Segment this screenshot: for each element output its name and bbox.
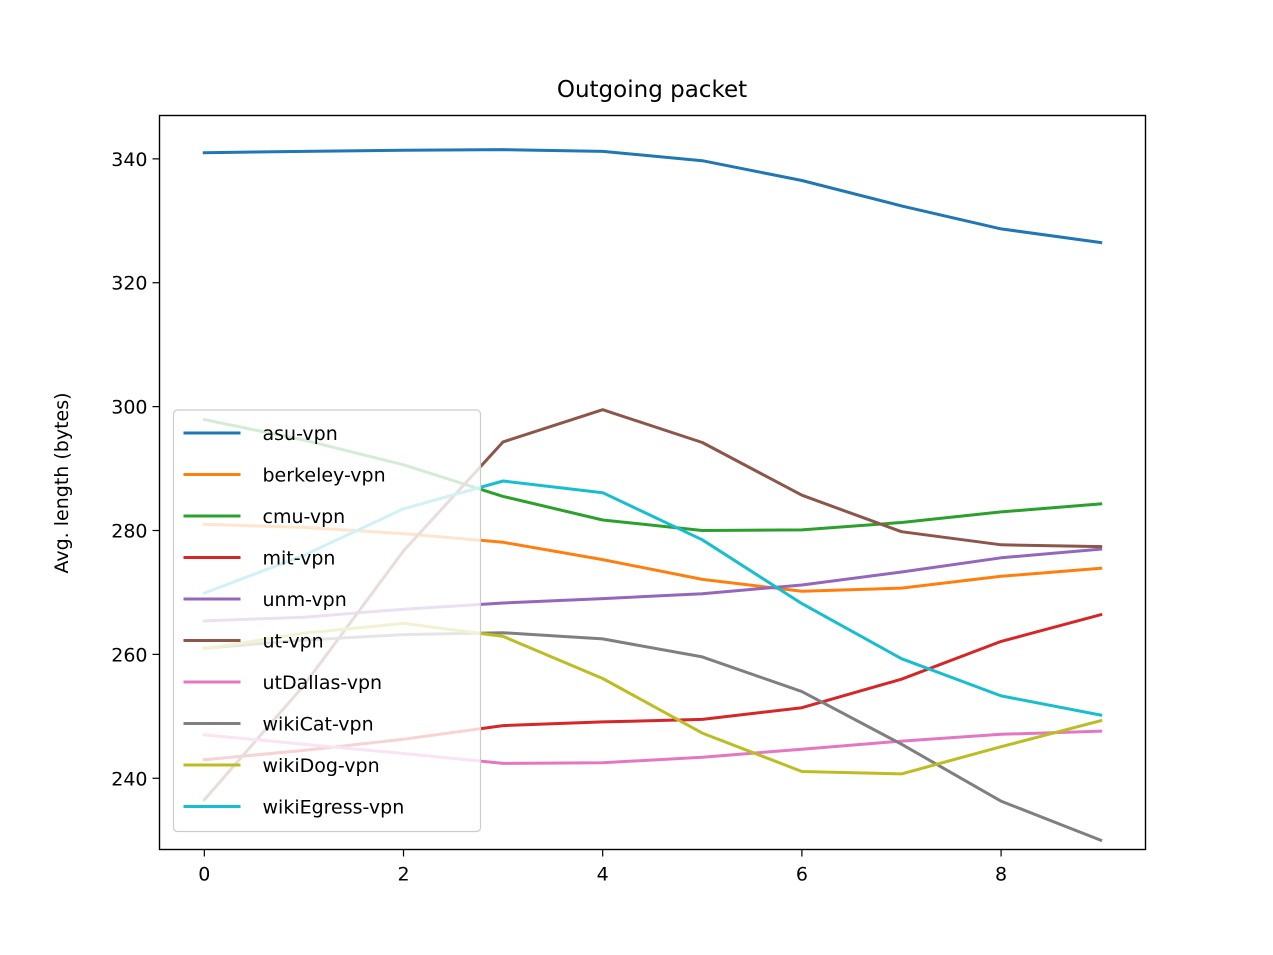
legend-label-berkeley-vpn: berkeley-vpn (263, 465, 386, 487)
legend-box (172, 409, 482, 833)
legend: asu-vpn berkeley-vpn cmu-vpn mit-vpn unm-vpn… (172, 409, 482, 833)
y-tick-label: 300 (111, 397, 147, 419)
y-tick-label: 260 (111, 644, 147, 666)
axis-ticks: 0 2 4 6 8 240 260 280 300 320 340 (111, 149, 1007, 886)
x-tick-label: 2 (397, 864, 409, 886)
y-tick-label: 240 (111, 768, 147, 790)
legend-label-wikiEgress-vpn: wikiEgress-vpn (263, 797, 405, 819)
chart-title: Outgoing packet (557, 77, 747, 103)
legend-label-wikiDog-vpn: wikiDog-vpn (263, 755, 380, 777)
legend-label-utDallas-vpn: utDallas-vpn (263, 672, 383, 694)
y-tick-label: 340 (111, 149, 147, 171)
x-tick-label: 4 (597, 864, 609, 886)
x-tick-label: 0 (198, 864, 210, 886)
x-tick-label: 8 (995, 864, 1007, 886)
legend-label-wikiCat-vpn: wikiCat-vpn (263, 714, 374, 736)
series-line-asu-vpn (202, 148, 1103, 245)
legend-label-asu-vpn: asu-vpn (263, 423, 338, 445)
y-axis-label: Avg. length (bytes) (51, 392, 73, 573)
plot-area-frame (158, 114, 1147, 851)
legend-label-ut-vpn: ut-vpn (263, 631, 324, 653)
legend-label-unm-vpn: unm-vpn (263, 589, 347, 611)
legend-label-mit-vpn: mit-vpn (263, 548, 336, 570)
y-tick-label: 280 (111, 521, 147, 543)
y-tick-label: 320 (111, 273, 147, 295)
x-tick-label: 6 (796, 864, 808, 886)
legend-label-cmu-vpn: cmu-vpn (263, 506, 346, 528)
